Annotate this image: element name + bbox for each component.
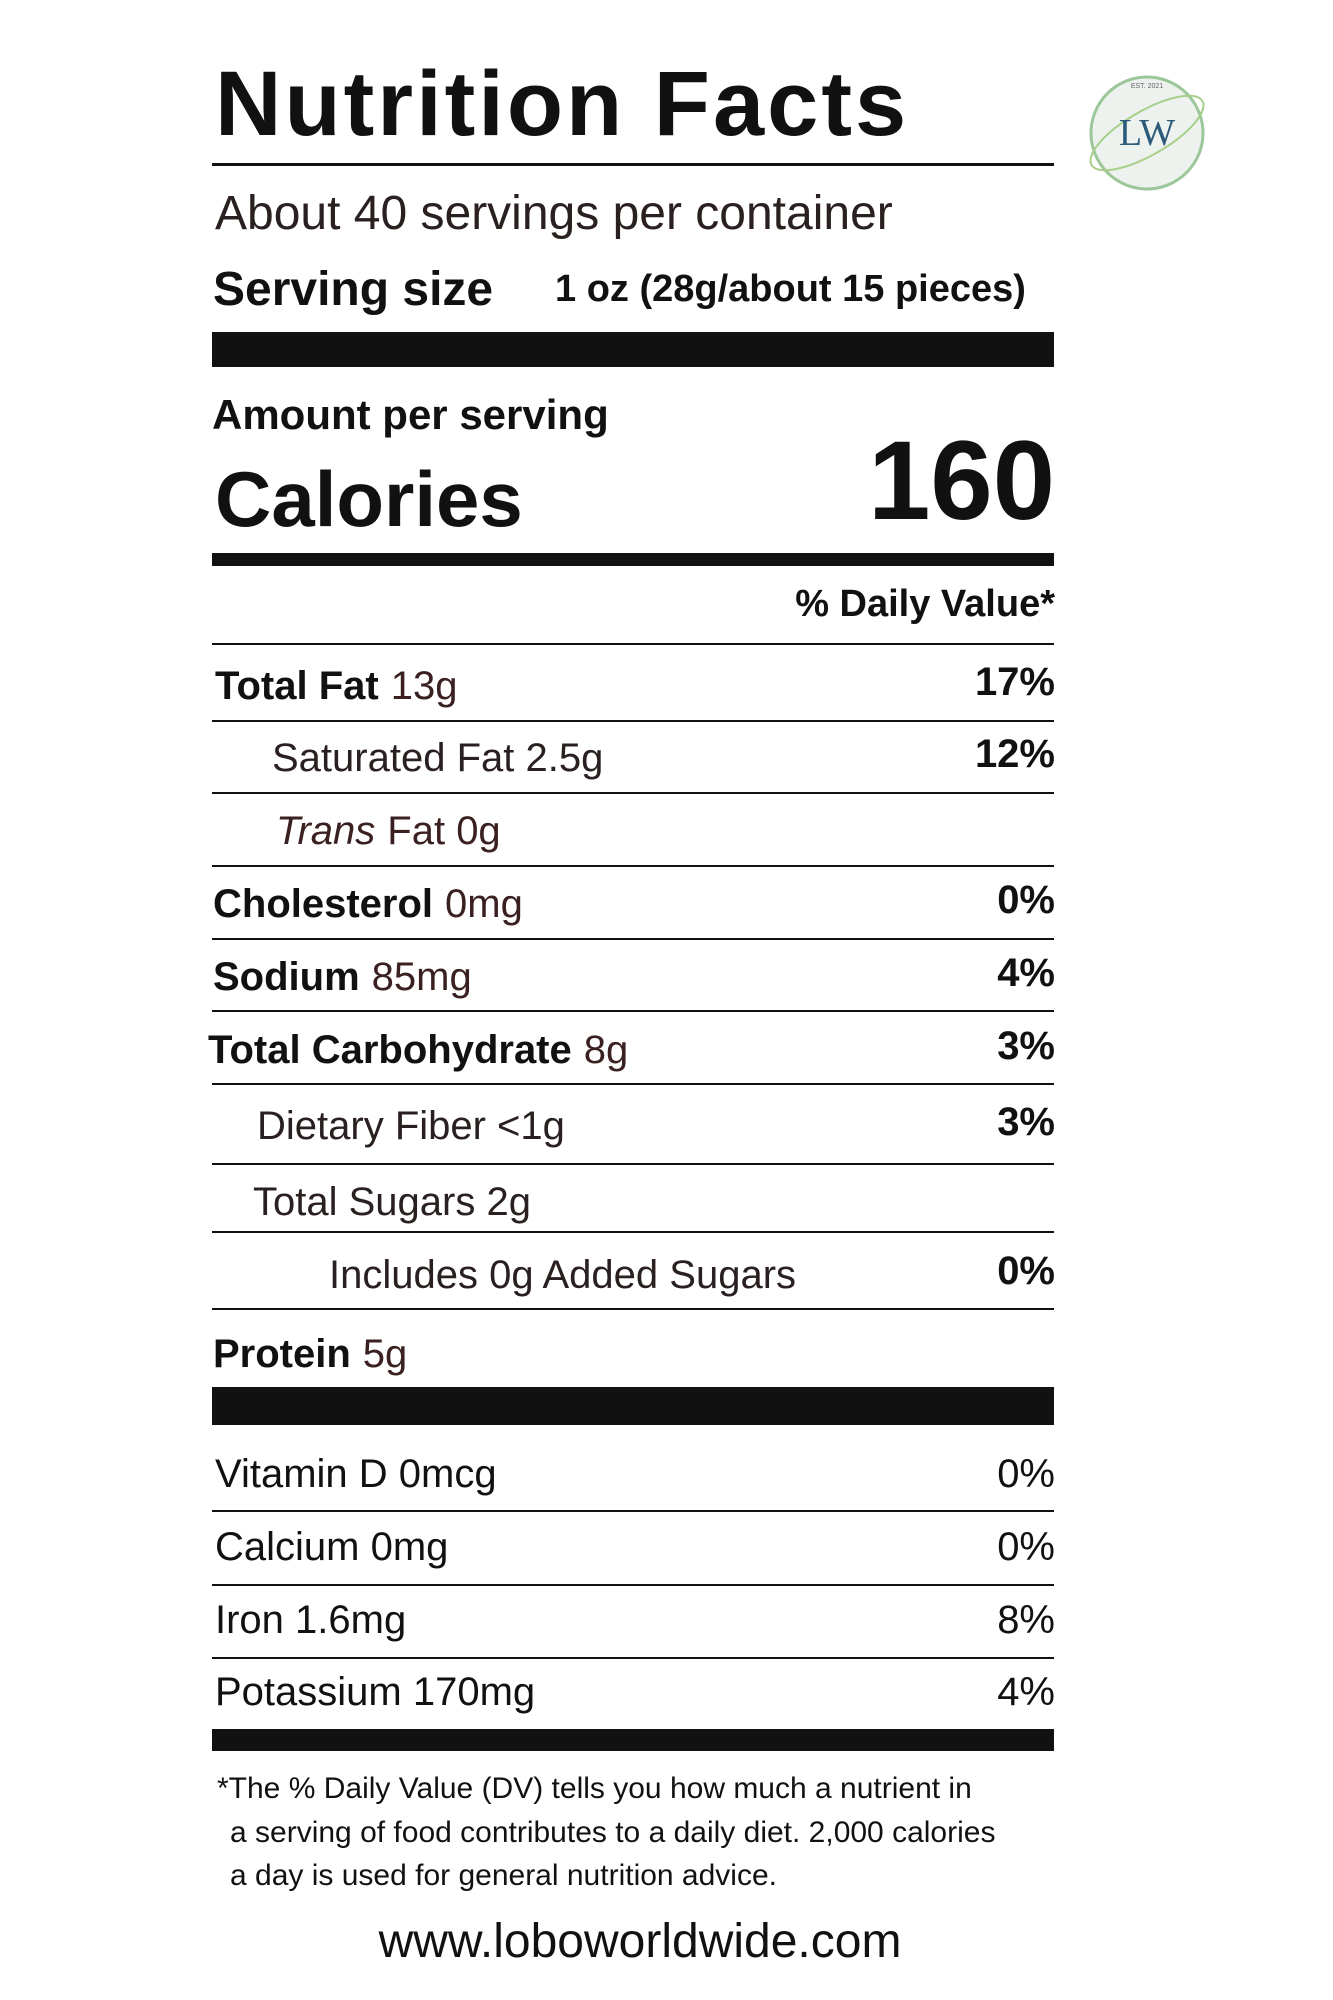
nutrient-name: Total Carbohydrate — [208, 1028, 572, 1072]
nutrient-dv: 4% — [997, 951, 1055, 995]
nutrient-name: Sodium — [213, 955, 360, 999]
nutrient-dv: 3% — [997, 1024, 1055, 1068]
vitamin-name: Potassium 170mg — [215, 1670, 536, 1714]
logo-initials: LW — [1119, 112, 1175, 154]
servings: About 40 servings per container — [215, 187, 893, 240]
vitamin-dv: 0% — [997, 1525, 1055, 1569]
title: Nutrition Facts — [215, 53, 910, 155]
footnote-line: *The % Daily Value (DV) tells you how mu… — [217, 1772, 972, 1805]
nutrient-dv: 0% — [997, 878, 1055, 922]
divider — [212, 1584, 1054, 1586]
nutrient-amount: Fat 0g — [387, 809, 501, 853]
nutrient-amount: 85mg — [371, 955, 472, 999]
vitamin-dv: 4% — [997, 1670, 1055, 1714]
divider — [212, 1510, 1054, 1512]
thick-divider — [212, 553, 1054, 566]
divider — [212, 865, 1054, 867]
calories-label: Calories — [215, 455, 523, 543]
website: www.loboworldwide.com — [378, 1915, 902, 1968]
thick-divider — [212, 332, 1054, 367]
divider — [212, 643, 1054, 645]
divider — [212, 792, 1054, 794]
nutrient-name: Total Sugars 2g — [253, 1180, 531, 1224]
serving-size-value: 1 oz (28g/about 15 pieces) — [555, 268, 1026, 310]
logo-est: EST. 2021 — [1131, 83, 1163, 90]
logo: LW EST. 2021 — [1089, 75, 1205, 191]
nutrient-amount: 13g — [390, 664, 458, 708]
logo-circle — [1089, 75, 1205, 191]
divider — [212, 1163, 1054, 1165]
nutrient-dv: 17% — [974, 660, 1055, 704]
divider — [212, 1083, 1054, 1085]
nutrient-amount: 0mg — [445, 882, 523, 926]
nutrient-dv: 0% — [997, 1249, 1055, 1293]
thick-divider — [212, 1387, 1054, 1425]
nutrient-name: Total Fat — [215, 664, 379, 708]
divider — [212, 1657, 1054, 1659]
nutrient-name: Cholesterol — [213, 882, 434, 926]
thick-divider — [212, 1729, 1054, 1751]
nutrient-dv: 3% — [997, 1100, 1055, 1144]
vitamin-dv: 8% — [997, 1598, 1055, 1642]
divider — [212, 163, 1054, 166]
vitamin-name: Vitamin D 0mcg — [215, 1452, 497, 1496]
vitamin-name: Calcium 0mg — [215, 1525, 449, 1569]
divider — [212, 1308, 1054, 1310]
dv-header: % Daily Value* — [795, 583, 1055, 625]
divider — [212, 720, 1054, 722]
nutrient-amount: 8g — [583, 1028, 629, 1072]
footnote-line: a day is used for general nutrition advi… — [230, 1859, 777, 1892]
calories-value: 160 — [868, 418, 1055, 543]
serving-size-label: Serving size — [213, 263, 494, 316]
divider — [212, 938, 1054, 940]
nutrient-name: Trans — [276, 809, 376, 853]
footnote-line: a serving of food contributes to a daily… — [230, 1816, 996, 1849]
nutrient-dv: 12% — [974, 732, 1055, 776]
vitamin-dv: 0% — [997, 1452, 1055, 1496]
nutrient-name: Protein — [213, 1332, 351, 1376]
nutrient-amount: 5g — [362, 1332, 408, 1376]
nutrient-name: Saturated Fat 2.5g — [272, 736, 604, 780]
amount-label: Amount per serving — [212, 391, 609, 438]
nutrient-name: Dietary Fiber <1g — [257, 1104, 565, 1148]
nutrient-name: Includes 0g Added Sugars — [329, 1253, 797, 1297]
vitamin-name: Iron 1.6mg — [215, 1598, 407, 1642]
divider — [212, 1010, 1054, 1012]
divider — [212, 1231, 1054, 1233]
logo-orbit — [1089, 94, 1205, 172]
